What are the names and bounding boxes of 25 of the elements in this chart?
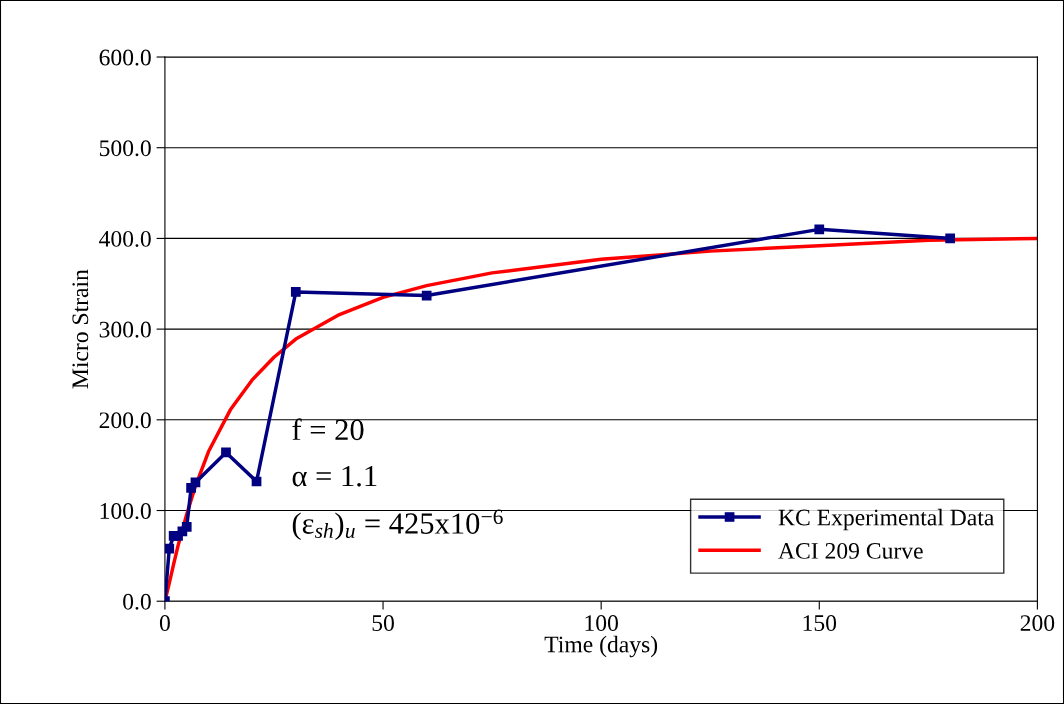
y-axis-title: Micro Strain [72,269,89,389]
x-tick-label: 200 [1020,615,1055,632]
point [945,233,956,244]
legend-label: KC Experimental Data [778,508,995,531]
x-tick-label: 50 [372,615,394,632]
legend-label: ACI 209 Curve [778,542,923,559]
point [221,447,231,458]
point [814,224,825,235]
x-axis-title: Time (days) [544,635,658,658]
annotation: α = 1.1 [292,465,377,487]
point [421,290,432,301]
y-tick-label: 400.0 [99,230,151,247]
annotation: f = 20 [292,418,364,441]
y-tick-label: 100.0 [100,503,151,520]
point [164,543,175,554]
y-tick-label: 600.0 [99,49,151,66]
y-tick-label: 200.0 [99,412,151,429]
y-tick-label: 500.0 [99,140,151,157]
point [181,521,192,532]
y-tick-label: 0.0 [123,593,151,610]
x-tick-label: 0 [159,615,170,632]
x-tick-label: 150 [803,615,837,632]
point [290,287,301,297]
y-tick-label: 300.0 [99,321,151,338]
x-tick-label: 100 [585,615,618,632]
